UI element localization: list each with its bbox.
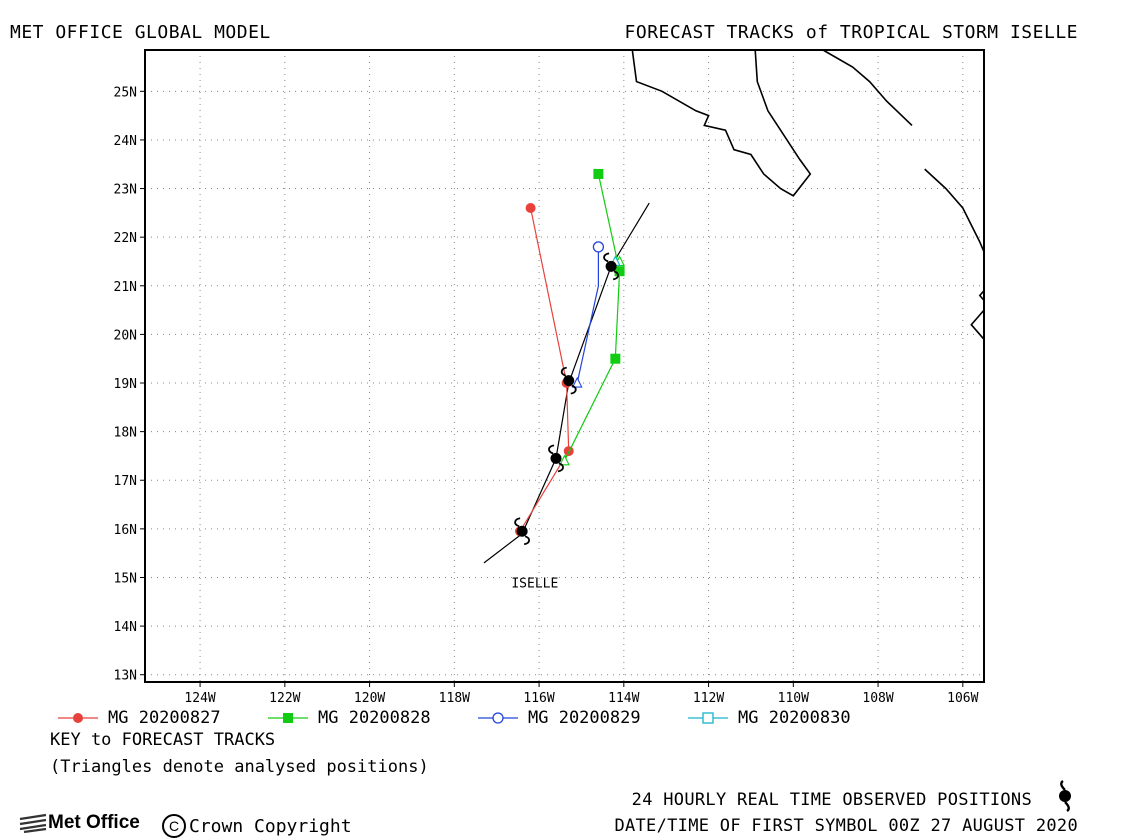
lat-tick-label: 13N <box>114 669 137 684</box>
legend-item-20200828: MG 20200828 <box>266 706 431 730</box>
lat-tick-label: 21N <box>114 280 137 295</box>
forecast-point-marker <box>593 168 604 179</box>
lon-tick-label: 116W <box>523 691 554 706</box>
lat-tick-label: 22N <box>114 231 137 246</box>
met-office-logo-icon <box>19 813 47 833</box>
storm-symbol-icon <box>514 517 531 546</box>
copyright-symbol: C <box>162 814 186 838</box>
storm-symbol-arm <box>514 517 521 528</box>
storm-symbol-core <box>516 525 528 537</box>
legend-label: MG 20200828 <box>318 708 431 728</box>
lon-tick-label: 114W <box>608 691 639 706</box>
storm-symbol-core <box>550 452 562 464</box>
storm-symbol-arm <box>612 270 620 281</box>
coastline <box>822 49 913 126</box>
lat-tick-label: 18N <box>114 426 137 441</box>
observed-storm-symbols <box>514 252 620 546</box>
green-square-marker-icon <box>268 713 308 723</box>
storm-symbol-icon <box>560 366 577 395</box>
red-circle-marker-icon <box>58 713 98 723</box>
chart-title: FORECAST TRACKS of TROPICAL STORM ISELLE <box>624 22 1078 43</box>
lat-tick-label: 24N <box>114 134 137 149</box>
storm-name-label: ISELLE <box>511 576 558 591</box>
lon-tick-label: 110W <box>778 691 809 706</box>
lat-tick-label: 14N <box>114 620 137 635</box>
legend: MG 20200827 MG 20200828 MG 20200829 MG 2… <box>52 706 952 730</box>
first-symbol-datetime: DATE/TIME OF FIRST SYMBOL 00Z 27 AUGUST … <box>614 816 1078 836</box>
lon-tick-label: 118W <box>439 691 470 706</box>
legend-key-note: (Triangles denote analysed positions) <box>50 757 429 777</box>
forecast-point-marker <box>592 241 605 253</box>
forecast-tracks <box>515 168 625 537</box>
lat-tick-label: 16N <box>114 523 137 538</box>
copyright-text: Crown Copyright <box>189 815 352 837</box>
lon-tick-label: 120W <box>354 691 385 706</box>
legend-label: MG 20200830 <box>738 708 851 728</box>
storm-symbol-arm <box>560 366 567 377</box>
storm-symbol-icon <box>603 252 620 281</box>
coastline <box>970 309 985 340</box>
coastline <box>924 168 985 253</box>
coastline <box>631 49 812 197</box>
lat-tick-label: 15N <box>114 571 137 586</box>
lon-tick-label: 124W <box>184 691 215 706</box>
storm-symbol-arm <box>523 535 531 546</box>
legend-label: MG 20200827 <box>108 708 221 728</box>
storm-symbol-arm <box>548 444 555 455</box>
map-grid <box>145 50 984 682</box>
analysed-position-triangle <box>559 454 570 466</box>
storm-symbol-arm <box>570 384 577 395</box>
lon-tick-label: 106W <box>947 691 978 706</box>
observed-positions-label: 24 HOURLY REAL TIME OBSERVED POSITIONS <box>631 790 1032 810</box>
legend-item-20200829: MG 20200829 <box>476 706 641 730</box>
met-office-logo: Met Office <box>18 812 140 834</box>
analysed-track-line <box>483 202 650 564</box>
lat-tick-label: 19N <box>114 377 137 392</box>
storm-symbol-core <box>605 260 617 272</box>
coastlines <box>631 49 985 340</box>
lat-tick-label: 25N <box>114 85 137 100</box>
forecast-track-line <box>519 207 570 532</box>
storm-symbol-core <box>563 375 575 387</box>
analysed-track <box>483 202 650 564</box>
lat-tick-label: 23N <box>114 183 137 198</box>
axis-ticks: 124W 122W 120W 118W 116W 114W 112W 110W 108W 106W… <box>114 85 979 706</box>
legend-item-20200827: MG 20200827 <box>56 706 221 730</box>
coastline <box>978 290 985 301</box>
lon-tick-label: 108W <box>862 691 893 706</box>
logo-text: Met Office <box>48 812 140 833</box>
hurricane-symbol-icon <box>1059 780 1071 812</box>
forecast-track-mg-20200829 <box>571 241 605 388</box>
lat-tick-label: 17N <box>114 474 137 489</box>
legend-item-20200830: MG 20200830 <box>686 706 851 730</box>
lon-tick-label: 122W <box>269 691 300 706</box>
storm-symbol-icon <box>548 444 564 473</box>
lat-tick-label: 20N <box>114 328 137 343</box>
analysed-position-triangle <box>571 376 583 388</box>
storm-symbol-arm <box>557 462 564 473</box>
lon-tick-label: 112W <box>693 691 724 706</box>
forecast-track-mg-20200827 <box>515 203 574 537</box>
blue-open-circle-marker-icon <box>478 712 518 724</box>
forecast-point-marker <box>525 203 536 213</box>
legend-label: MG 20200829 <box>528 708 641 728</box>
forecast-point-marker <box>614 266 625 277</box>
legend-key-title: KEY to FORECAST TRACKS <box>50 730 276 750</box>
cyan-open-square-marker-icon <box>688 712 728 724</box>
forecast-track-line <box>576 246 600 384</box>
forecast-track-line <box>563 173 621 462</box>
forecast-point-marker <box>610 353 621 364</box>
copyright: C Crown Copyright <box>162 814 352 838</box>
storm-symbol-arm <box>603 252 610 263</box>
map-frame <box>144 49 985 683</box>
model-title: MET OFFICE GLOBAL MODEL <box>10 22 271 43</box>
